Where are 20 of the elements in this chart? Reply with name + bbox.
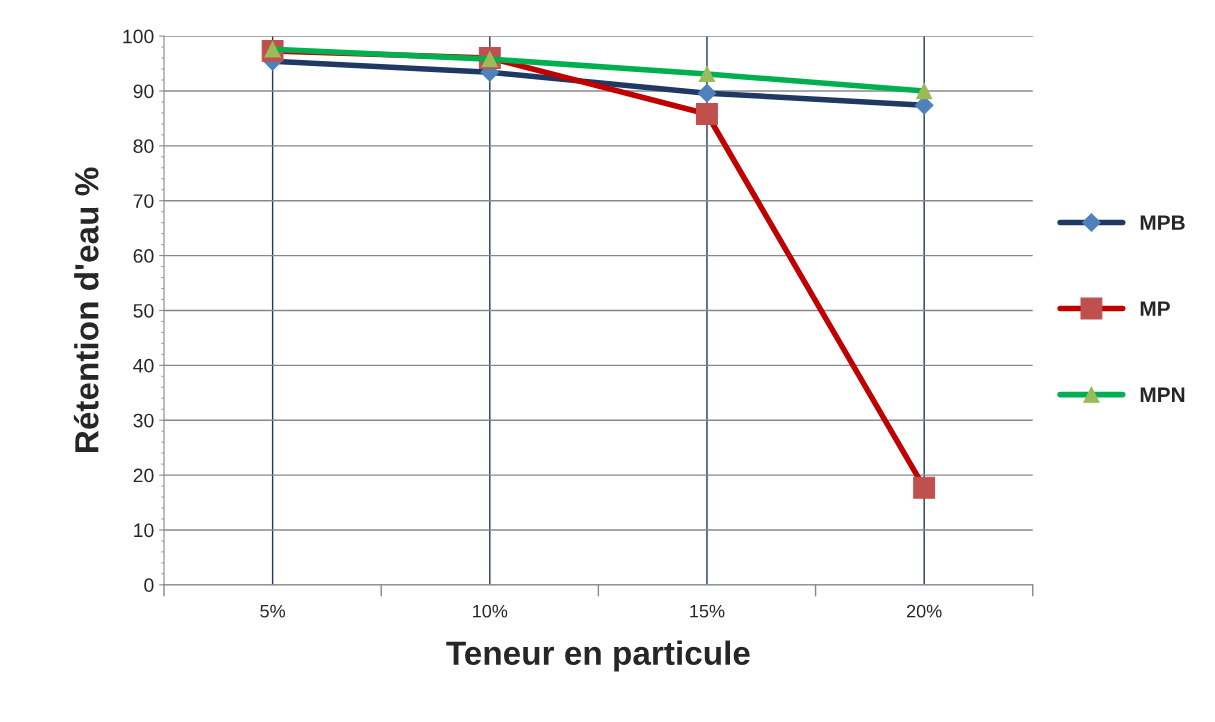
x-axis-title: Teneur en particule [446, 640, 750, 672]
y-tick-label: 70 [133, 194, 154, 208]
y-tick-label: 30 [133, 413, 154, 428]
y-tick-label: 40 [133, 358, 154, 373]
x-tick-label: 5% [260, 604, 286, 618]
legend-label: MPN [1140, 387, 1185, 402]
y-tick-label: 80 [133, 139, 154, 154]
x-tick-label: 15% [690, 604, 725, 618]
y-tick-label: 0 [144, 578, 154, 593]
y-tick-label: 60 [133, 249, 154, 263]
x-tick-label: 10% [473, 604, 508, 618]
legend-label: MPB [1140, 215, 1185, 230]
y-tick-label: 100 [123, 29, 154, 44]
y-tick-label: 50 [133, 303, 154, 318]
x-tick-label: 20% [907, 604, 942, 618]
y-tick-label: 20 [133, 468, 154, 483]
y-tick-label: 10 [134, 523, 154, 538]
y-axis-title: Rétention d'eau % [73, 167, 99, 453]
y-tick-label: 90 [133, 84, 154, 99]
legend-label: MP [1140, 301, 1170, 316]
